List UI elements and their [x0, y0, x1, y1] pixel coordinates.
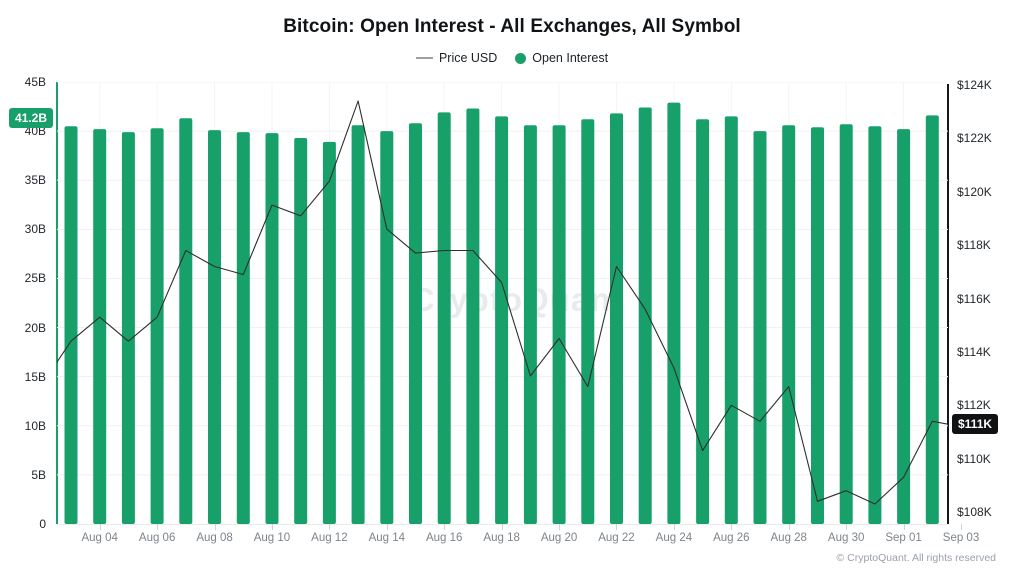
open-interest-bar: [294, 138, 308, 524]
x-axis-tick-label: Aug 12: [311, 532, 348, 544]
open-interest-bar: [236, 132, 250, 524]
x-axis-tick-mark: [501, 524, 503, 530]
open-interest-bar: [638, 107, 652, 524]
open-interest-bar: [696, 119, 710, 524]
right-axis-tick-label: $122K: [957, 131, 992, 146]
x-axis-tick-label: Aug 10: [253, 532, 291, 544]
x-axis-tick-mark: [961, 524, 962, 530]
open-interest-bar: [925, 115, 939, 524]
x-axis-tick-label: Aug 26: [713, 532, 750, 544]
right-axis-tick-label: $124K: [957, 78, 992, 92]
open-interest-bar: [868, 126, 882, 524]
x-axis-tick-mark: [386, 524, 388, 530]
x-axis-tick-mark: [559, 524, 561, 530]
chart-title: Bitcoin: Open Interest - All Exchanges, …: [283, 16, 741, 37]
open-interest-bar: [409, 123, 422, 524]
open-interest-bar: [839, 124, 853, 524]
price-usd-line: [57, 100, 948, 505]
left-axis-tick-label: 5B: [31, 467, 46, 482]
x-axis-tick-label: Sep 03: [942, 532, 980, 544]
x-axis-tick-mark: [788, 524, 790, 530]
left-axis-line: [56, 82, 58, 524]
x-axis-tick-label: Aug 14: [368, 532, 406, 544]
x-axis-tick-mark: [271, 524, 273, 530]
legend-line-swatch-icon: [415, 57, 433, 59]
x-axis-tick-label: Aug 08: [196, 532, 233, 544]
x-axis-tick-mark: [731, 524, 733, 530]
legend-dot-swatch-icon: [515, 52, 527, 64]
legend-label: Price USD: [438, 51, 498, 65]
open-interest-bar: [897, 129, 911, 524]
x-axis-tick-label: Aug 04: [81, 532, 118, 544]
right-axis-tick-label: $110K: [957, 451, 991, 466]
open-interest-bar: [121, 132, 135, 524]
left-axis-tick-label: 30B: [24, 222, 46, 237]
legend-item-open-interest[interactable]: Open Interest: [515, 51, 608, 65]
copyright-notice: © CryptoQuant. All rights reserved: [836, 552, 996, 564]
left-axis-tick-label: 10B: [24, 418, 46, 433]
right-axis-line: [947, 84, 949, 524]
open-interest-bar: [610, 113, 623, 524]
right-axis-tick-label: $108K: [957, 505, 992, 519]
left-axis-tick-label: 20B: [24, 320, 46, 335]
open-interest-bar: [753, 131, 767, 524]
open-interest-bar: [351, 125, 365, 524]
left-axis-tick-label: 35B: [24, 173, 46, 188]
x-axis-tick-label: Aug 16: [425, 532, 463, 544]
open-interest-bar: [495, 116, 509, 524]
open-interest-bar: [322, 141, 336, 524]
x-axis-tick-label: Sep 01: [885, 532, 922, 544]
right-axis-tick-label: $112K: [957, 398, 991, 413]
x-axis-tick-label: Aug 18: [483, 532, 520, 544]
x-axis-tick-label: Aug 06: [138, 532, 176, 544]
open-interest-value-badge: 41.2B: [9, 108, 54, 129]
open-interest-bar: [208, 130, 221, 524]
open-interest-bar: [552, 125, 566, 524]
left-axis-tick-label: 45B: [24, 75, 46, 89]
x-axis-tick-mark: [99, 524, 101, 530]
right-axis-tick-label: $120K: [957, 184, 992, 199]
x-axis-tick-mark: [157, 524, 159, 530]
x-axis-tick-label: Aug 22: [598, 532, 635, 544]
chart-plot-area[interactable]: [57, 82, 948, 524]
open-interest-bar: [150, 128, 164, 524]
open-interest-bar: [64, 126, 78, 524]
open-interest-bar: [581, 119, 595, 524]
x-axis-tick-label: Aug 24: [655, 532, 693, 544]
open-interest-bar: [811, 127, 824, 524]
x-axis-tick-label: Aug 28: [770, 532, 807, 544]
x-axis-tick-mark: [673, 524, 675, 530]
x-axis-tick-mark: [329, 524, 331, 530]
x-axis-tick-label: Aug 30: [827, 532, 865, 544]
x-axis-tick-mark: [846, 524, 848, 530]
left-axis-tick-label: 0: [39, 517, 46, 531]
open-interest-bar: [523, 125, 537, 524]
x-axis-tick-mark: [903, 524, 905, 530]
right-axis-tick-label: $114K: [957, 344, 991, 359]
left-axis-tick-label: 25B: [24, 271, 46, 286]
left-axis-tick-label: 15B: [24, 369, 46, 384]
open-interest-bar: [782, 125, 796, 524]
x-axis-tick-label: Aug 20: [540, 532, 578, 544]
open-interest-bar: [466, 108, 480, 524]
open-interest-bar: [265, 133, 279, 524]
legend-item-price-usd[interactable]: Price USD: [415, 51, 498, 65]
right-axis-tick-label: $116K: [957, 291, 991, 306]
right-axis-tick-label: $118K: [957, 238, 991, 253]
price-value-badge: $111K: [952, 414, 999, 435]
chart-legend: Price USD Open Interest: [0, 48, 1024, 68]
open-interest-bar: [724, 116, 738, 524]
open-interest-bar: [179, 118, 193, 524]
x-axis-tick-mark: [616, 524, 618, 530]
legend-label: Open Interest: [532, 51, 609, 65]
open-interest-bar: [667, 102, 681, 524]
open-interest-bar: [93, 129, 107, 524]
open-interest-bar: [380, 131, 394, 524]
x-axis-tick-mark: [444, 524, 446, 530]
x-axis-tick-mark: [214, 524, 216, 530]
open-interest-bar: [437, 112, 451, 524]
